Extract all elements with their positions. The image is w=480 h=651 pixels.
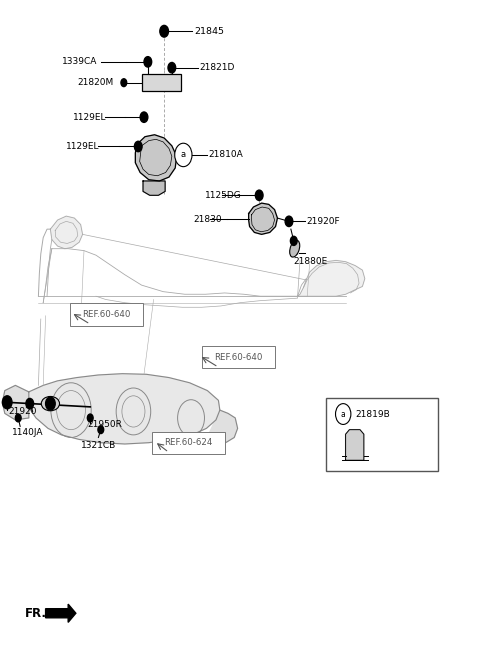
Text: 21819B: 21819B (355, 409, 390, 419)
Circle shape (46, 397, 55, 410)
Polygon shape (2, 385, 29, 420)
Circle shape (175, 143, 192, 167)
Circle shape (2, 396, 12, 409)
Text: 21810A: 21810A (209, 150, 243, 159)
Circle shape (26, 398, 34, 409)
Polygon shape (135, 135, 177, 181)
Text: FR.: FR. (25, 607, 47, 620)
Polygon shape (207, 410, 238, 443)
Circle shape (134, 141, 142, 152)
Text: 21845: 21845 (194, 27, 224, 36)
Text: 21920F: 21920F (306, 217, 340, 226)
FancyBboxPatch shape (202, 346, 275, 368)
Circle shape (15, 414, 21, 422)
Text: 21830: 21830 (193, 215, 222, 224)
Circle shape (160, 25, 168, 37)
Text: 1129EL: 1129EL (73, 113, 107, 122)
Polygon shape (143, 181, 165, 195)
Ellipse shape (290, 240, 300, 257)
Circle shape (87, 414, 93, 422)
Text: 21950R: 21950R (87, 420, 122, 429)
Text: 1129EL: 1129EL (66, 142, 100, 151)
Text: 21820M: 21820M (78, 78, 114, 87)
Text: 21880E: 21880E (294, 257, 328, 266)
Polygon shape (46, 604, 76, 622)
Circle shape (144, 57, 152, 67)
FancyBboxPatch shape (152, 432, 225, 454)
Circle shape (285, 216, 293, 227)
Ellipse shape (41, 396, 60, 411)
Polygon shape (298, 260, 365, 296)
Polygon shape (346, 430, 364, 460)
Text: REF.60-624: REF.60-624 (164, 438, 212, 447)
Circle shape (168, 62, 176, 73)
Text: REF.60-640: REF.60-640 (214, 353, 262, 362)
Polygon shape (29, 374, 220, 444)
Text: 1125DG: 1125DG (205, 191, 242, 200)
Text: 21821D: 21821D (199, 63, 235, 72)
Circle shape (98, 426, 104, 434)
Text: 1321CB: 1321CB (81, 441, 116, 450)
Text: a: a (341, 409, 346, 419)
Circle shape (336, 404, 351, 424)
FancyBboxPatch shape (326, 398, 438, 471)
Text: 1339CA: 1339CA (62, 57, 98, 66)
Text: 21920: 21920 (9, 407, 37, 416)
Circle shape (290, 236, 297, 245)
Polygon shape (50, 216, 83, 249)
Text: 1140JA: 1140JA (12, 428, 44, 437)
Circle shape (140, 112, 148, 122)
Text: a: a (181, 150, 186, 159)
FancyBboxPatch shape (70, 303, 143, 326)
Circle shape (121, 79, 127, 87)
Polygon shape (249, 203, 277, 234)
Text: REF.60-640: REF.60-640 (83, 310, 131, 319)
FancyBboxPatch shape (142, 74, 181, 91)
Circle shape (255, 190, 263, 201)
